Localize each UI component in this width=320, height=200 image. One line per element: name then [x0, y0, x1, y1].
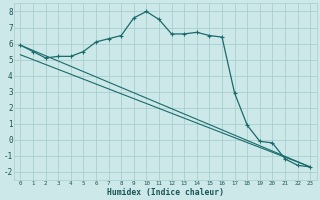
X-axis label: Humidex (Indice chaleur): Humidex (Indice chaleur)	[107, 188, 224, 197]
